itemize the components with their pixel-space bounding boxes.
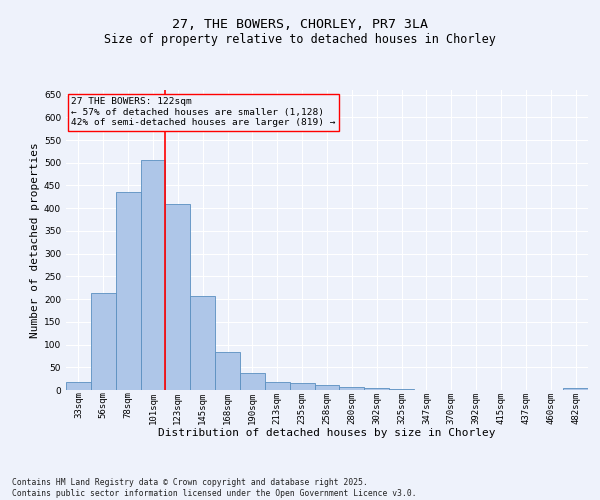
Text: 27 THE BOWERS: 122sqm
← 57% of detached houses are smaller (1,128)
42% of semi-d: 27 THE BOWERS: 122sqm ← 57% of detached … (71, 98, 336, 128)
Bar (265, 382, 290, 390)
Bar (116, 192, 140, 390)
Bar (389, 389, 414, 390)
Bar (290, 383, 314, 390)
Bar (314, 385, 340, 390)
Bar (140, 160, 166, 390)
Y-axis label: Number of detached properties: Number of detached properties (30, 142, 40, 338)
Bar (66, 382, 91, 390)
Bar (240, 372, 265, 390)
Bar (190, 296, 215, 390)
Text: Size of property relative to detached houses in Chorley: Size of property relative to detached ho… (104, 32, 496, 46)
Bar (563, 388, 588, 390)
Bar (364, 388, 389, 390)
Text: Contains HM Land Registry data © Crown copyright and database right 2025.
Contai: Contains HM Land Registry data © Crown c… (12, 478, 416, 498)
Bar (166, 204, 190, 390)
Text: 27, THE BOWERS, CHORLEY, PR7 3LA: 27, THE BOWERS, CHORLEY, PR7 3LA (172, 18, 428, 30)
Bar (215, 352, 240, 390)
X-axis label: Distribution of detached houses by size in Chorley: Distribution of detached houses by size … (158, 428, 496, 438)
Bar (91, 293, 116, 390)
Bar (340, 388, 364, 390)
